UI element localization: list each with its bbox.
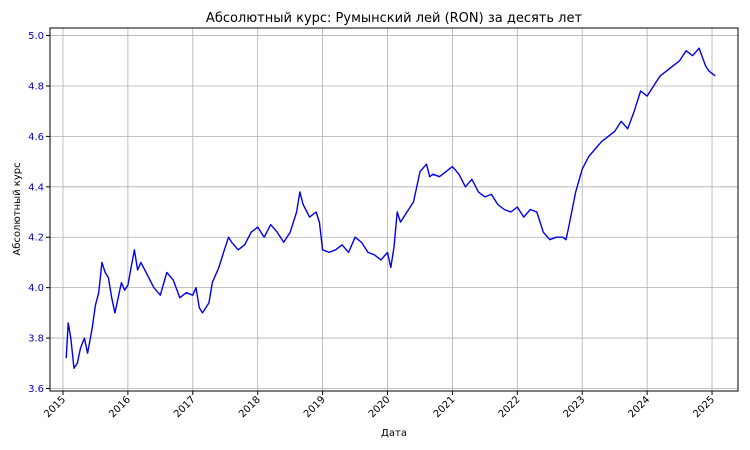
- x-tick-label: 2022: [497, 394, 523, 420]
- y-tick-label: 4.8: [28, 81, 44, 92]
- x-tick-label: 2023: [562, 394, 588, 420]
- x-tick-label: 2024: [626, 394, 652, 420]
- grid: [50, 28, 738, 391]
- y-tick-label: 4.6: [28, 132, 44, 143]
- x-tick-label: 2018: [237, 394, 263, 420]
- x-tick-label: 2021: [432, 394, 458, 420]
- y-axis-label: Абсолютный курс: [12, 162, 23, 255]
- x-tick-label: 2017: [172, 394, 198, 420]
- plot-frame: [49, 27, 739, 392]
- chart-title: Абсолютный курс: Румынский лей (RON) за …: [206, 11, 583, 26]
- series-line: [65, 47, 716, 369]
- x-tick-label: 2016: [107, 394, 133, 420]
- x-axis-label: Дата: [381, 428, 407, 439]
- x-axis: 2015 2016 2017 2018 2019 2020 2021 2022 2023 2024…: [42, 391, 717, 420]
- x-tick-label: 2015: [42, 394, 68, 420]
- x-tick-label: 2019: [302, 394, 328, 420]
- y-tick-label: 5.0: [28, 31, 44, 42]
- y-tick-label: 4.2: [28, 233, 44, 244]
- x-tick-label: 2025: [691, 394, 717, 420]
- y-tick-label: 4.4: [28, 182, 44, 193]
- x-tick-label: 2020: [367, 394, 393, 420]
- y-tick-label: 3.8: [28, 334, 44, 345]
- y-tick-label: 4.0: [28, 283, 44, 294]
- y-axis: 3.6 3.8 4.0 4.2 4.4 4.6 4.8 5.0: [28, 31, 50, 395]
- y-tick-label: 3.6: [28, 384, 44, 395]
